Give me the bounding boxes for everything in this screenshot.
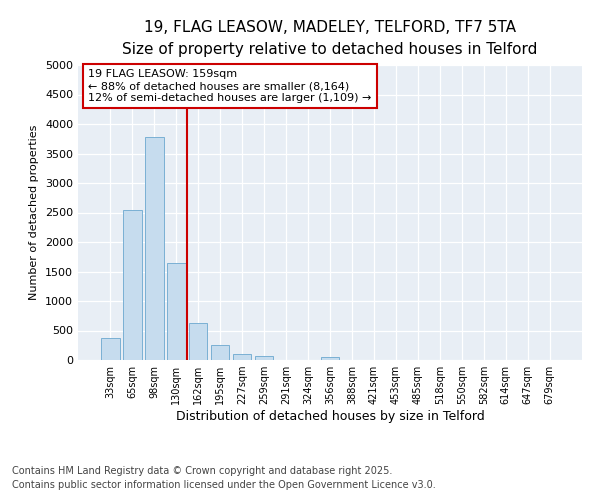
Bar <box>189 324 208 360</box>
Bar <box>233 354 251 360</box>
Text: 19 FLAG LEASOW: 159sqm
← 88% of detached houses are smaller (8,164)
12% of semi-: 19 FLAG LEASOW: 159sqm ← 88% of detached… <box>88 70 371 102</box>
Bar <box>167 262 185 360</box>
Bar <box>123 210 142 360</box>
Bar <box>320 357 340 360</box>
Title: 19, FLAG LEASOW, MADELEY, TELFORD, TF7 5TA
Size of property relative to detached: 19, FLAG LEASOW, MADELEY, TELFORD, TF7 5… <box>122 20 538 57</box>
Y-axis label: Number of detached properties: Number of detached properties <box>29 125 40 300</box>
X-axis label: Distribution of detached houses by size in Telford: Distribution of detached houses by size … <box>176 410 484 423</box>
Bar <box>255 356 274 360</box>
Text: Contains HM Land Registry data © Crown copyright and database right 2025.
Contai: Contains HM Land Registry data © Crown c… <box>12 466 436 490</box>
Bar <box>211 345 229 360</box>
Bar <box>101 338 119 360</box>
Bar <box>145 137 164 360</box>
